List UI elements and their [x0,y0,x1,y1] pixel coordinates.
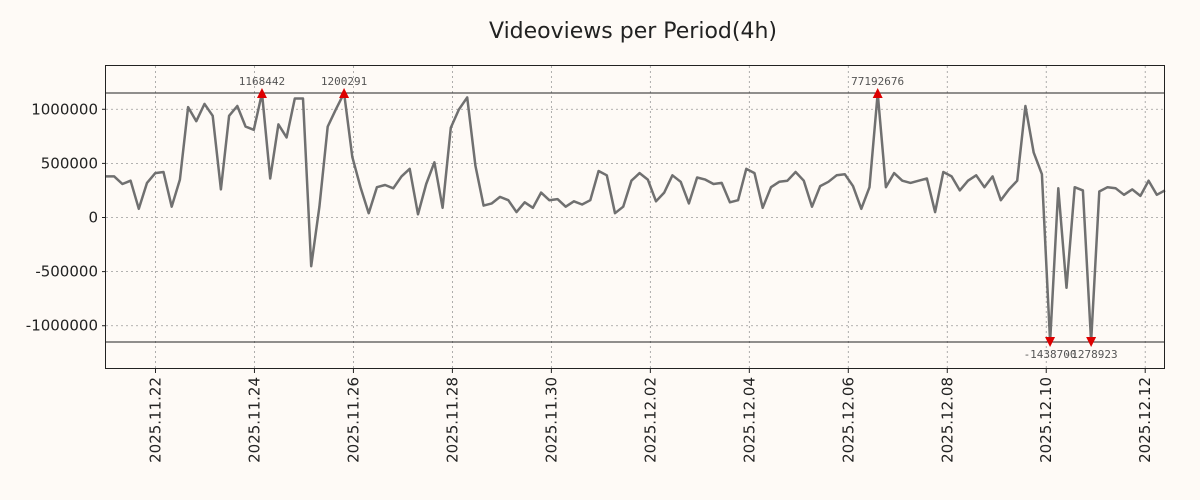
x-axis: 2025.11.22 2025.11.24 2025.11.26 2025.11.28… [146,369,1154,463]
x-tick-label: 2025.12.02 [641,377,659,463]
annotation-label: 1200291 [321,75,367,88]
x-tick-label: 2025.12.10 [1037,377,1055,463]
x-tick-label: 2025.12.04 [740,377,758,463]
y-axis: 1000000 500000 0 -500000 -1000000 [26,100,106,335]
x-tick-label: 2025.12.12 [1136,377,1154,463]
x-tick-label: 2025.11.24 [245,377,263,463]
y-tick-label: 0 [88,209,98,227]
x-tick-label: 2025.12.08 [938,377,956,463]
peak-marker [1086,336,1097,347]
annotation-label: 77192676 [851,75,904,88]
series-layer [106,91,1166,344]
peak-marker [872,88,883,99]
y-tick-label: 1000000 [31,100,98,118]
peak-marker [339,88,350,99]
y-tick-label: -500000 [35,263,98,281]
x-tick-label: 2025.11.30 [542,377,560,463]
annotation-markers: 1168442 1200291 77192676 -1438700-1278923 [239,75,1118,361]
peak-marker [1045,336,1056,347]
reference-lines [106,92,1165,343]
x-tick-label: 2025.11.22 [146,377,164,463]
peak-marker [256,88,267,99]
chart-title: Videoviews per Period(4h) [489,19,777,44]
grid-layer [106,66,1165,369]
y-tick-label: 500000 [41,154,98,172]
annotation-label: -1438700 [1024,348,1077,361]
annotation-label: -1278923 [1065,348,1118,361]
annotation-label: 1168442 [239,75,285,88]
x-tick-label: 2025.12.06 [839,377,857,463]
x-tick-label: 2025.11.28 [443,377,461,463]
x-tick-label: 2025.11.26 [344,377,362,463]
y-tick-label: -1000000 [26,317,98,335]
series-line [106,91,1166,344]
